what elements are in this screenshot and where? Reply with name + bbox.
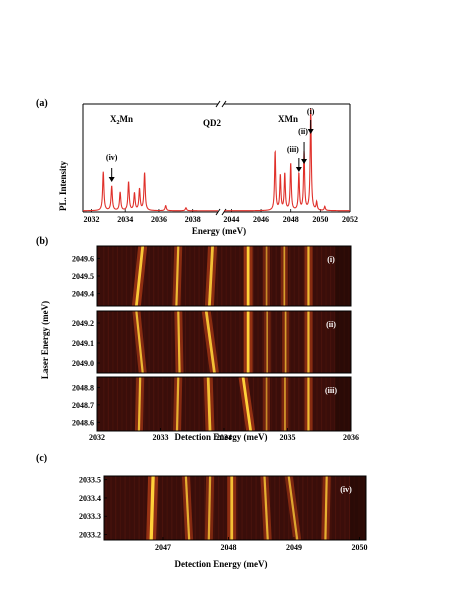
annotation-xmn: XMn xyxy=(278,114,298,124)
panel-b-xtick-label: 2034 xyxy=(216,433,232,442)
panel-b-map-1-line xyxy=(175,245,180,307)
x-tick-label: 2046 xyxy=(253,215,269,224)
panel-b-map-2-ytick-label: 2049.2 xyxy=(72,319,94,328)
panel-c-map-ytick-label: 2033.4 xyxy=(79,494,101,503)
panel-c-map-line xyxy=(263,475,269,541)
panel-b-xtick-label: 2035 xyxy=(280,433,296,442)
panel-b-xtick-label: 2033 xyxy=(153,433,169,442)
spectrum-line-left xyxy=(83,171,218,212)
x-tick-label: 2032 xyxy=(83,215,99,224)
panel-c-map-line xyxy=(184,475,191,541)
panel-b-map-3-ytick-label: 2048.7 xyxy=(72,401,94,410)
panel-b-map-3-line xyxy=(206,376,212,432)
panel-b-map-2-line xyxy=(177,310,181,374)
panel-b-map-2-frame xyxy=(96,310,352,374)
panel-b-map-3-ytick-label: 2048.8 xyxy=(72,383,94,392)
panel-a-ylabel: PL. Intensity xyxy=(58,161,68,212)
panel-label-c: (c) xyxy=(36,453,47,464)
spectrum-line-right xyxy=(224,107,350,212)
panel-label-a: (a) xyxy=(36,98,48,109)
arrow-label: (iii) xyxy=(287,145,299,154)
panel-c-xtick-label: 2047 xyxy=(155,543,171,552)
panel-b-map-1-edge-shade xyxy=(335,246,351,306)
panel-b-map-1-tag: (i) xyxy=(327,255,335,264)
panel-b-map-2-line xyxy=(135,310,144,374)
annotation-x2mn: X2Mn xyxy=(110,114,133,126)
panel-c-map-tag: (iv) xyxy=(340,485,352,494)
panel-b-map-3-line xyxy=(241,376,253,432)
panel-a-spectrum: PL. Intensity Energy (meV) X2Mn QD2 XMn … xyxy=(58,100,358,236)
arrow-label: (i) xyxy=(307,107,315,116)
panel-c-map-frame xyxy=(103,475,367,541)
panel-b-map-3-ytick-label: 2048.6 xyxy=(72,418,94,427)
arrow-label: (iv) xyxy=(106,153,118,162)
panel-b-map-1-ytick-label: 2049.6 xyxy=(72,254,94,263)
panel-b-map-3-edge-shade xyxy=(335,377,351,431)
axis-break-mark xyxy=(215,208,221,216)
panel-b-map-3-line xyxy=(175,376,180,432)
panel-b-xtick-label: 2036 xyxy=(343,433,359,442)
panel-b-map-2-ytick-label: 2049.0 xyxy=(72,359,94,368)
panel-c-xlabel: Detection Energy (meV) xyxy=(175,559,268,569)
arrow-head xyxy=(295,167,302,172)
panel-b-xlabel: Detection Energy (meV) xyxy=(175,432,268,442)
panel-b-xtick-label: 2032 xyxy=(89,433,105,442)
panel-b-map-1-ytick-label: 2049.5 xyxy=(72,272,94,281)
panel-b-map-3-line xyxy=(137,376,142,432)
x-tick-label: 2034 xyxy=(117,215,133,224)
panel-b-map-2-line xyxy=(204,310,216,374)
panel-c-map-ytick-label: 2033.2 xyxy=(79,531,101,540)
panel-b-map-3-tag: (iii) xyxy=(325,386,337,395)
axis-break-mark xyxy=(215,100,221,108)
panel-b-maps: Laser Energy (meV) Detection Energy (meV… xyxy=(40,245,359,442)
x-tick-label: 2044 xyxy=(223,215,239,224)
panel-b-map-2-tag: (ii) xyxy=(326,320,336,329)
panel-b-map-1-ytick-label: 2049.4 xyxy=(72,290,94,299)
x-tick-label: 2052 xyxy=(342,215,358,224)
panel-c-xtick-label: 2048 xyxy=(220,543,236,552)
axis-break-mark xyxy=(221,208,227,216)
x-tick-label: 2048 xyxy=(283,215,299,224)
axis-break-mark xyxy=(221,100,227,108)
annotation-qd2: QD2 xyxy=(203,118,222,128)
panel-c-map-background xyxy=(104,476,366,540)
panel-c-map: Detection Energy (meV) (iv) 2033.5 2033.4 2… xyxy=(79,475,367,569)
panel-b-ylabel: Laser Energy (meV) xyxy=(40,301,50,379)
panel-c-map-line xyxy=(207,475,212,541)
panel-a-xlabel: Energy (meV) xyxy=(192,226,246,236)
panel-b-map-1-line xyxy=(208,245,214,307)
panel-c-xtick-label: 2049 xyxy=(286,543,302,552)
panel-c-map-line xyxy=(324,475,328,541)
panel-b-map-2-ytick-label: 2049.1 xyxy=(72,339,94,348)
arrow-head xyxy=(307,129,314,134)
x-tick-label: 2038 xyxy=(185,215,201,224)
panel-c-map-line xyxy=(149,475,155,541)
panel-b-map-2-edge-shade xyxy=(335,311,351,373)
panel-c-xtick-label: 2050 xyxy=(351,543,367,552)
panel-b-map-1-line xyxy=(135,245,145,307)
x-tick-label: 2036 xyxy=(151,215,167,224)
panel-label-b: (b) xyxy=(36,236,48,247)
panel-c-map-ytick-label: 2033.3 xyxy=(79,512,101,521)
panel-c-map-edge-shade xyxy=(350,476,366,540)
arrow-label: (ii) xyxy=(298,127,308,136)
panel-c-map-ytick-label: 2033.5 xyxy=(79,476,101,485)
x-tick-label: 2050 xyxy=(312,215,328,224)
arrow-head xyxy=(301,159,308,164)
panel-c-map-line xyxy=(287,475,299,541)
arrow-head xyxy=(108,177,115,182)
